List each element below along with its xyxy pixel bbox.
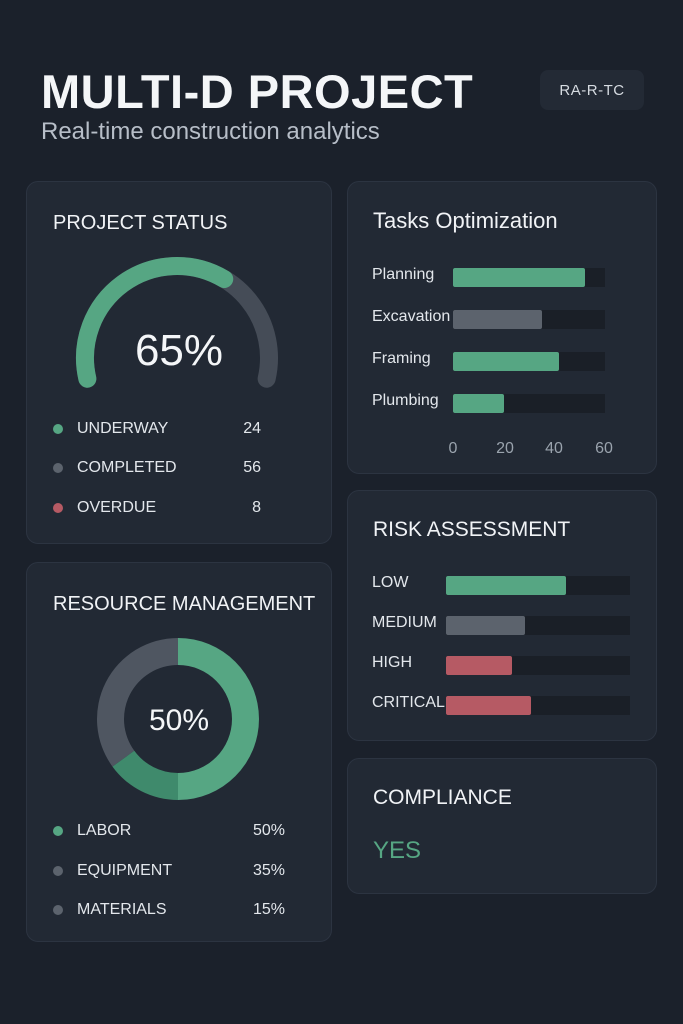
- overdue-label: OVERDUE: [77, 499, 157, 516]
- legend-underway: UNDERWAY: [53, 419, 168, 439]
- equipment-dot: [53, 866, 63, 876]
- materials-label: MATERIALS: [77, 901, 167, 918]
- risk-bar: [446, 696, 531, 715]
- tasks-tick-0: 0: [448, 440, 458, 457]
- tasks-bar-label: Plumbing: [372, 392, 439, 409]
- legend-equipment: EQUIPMENT: [53, 861, 172, 881]
- materials-dot: [53, 905, 63, 915]
- risk-bar-label: HIGH: [372, 654, 412, 671]
- page-subtitle: Real-time construction analytics: [41, 118, 380, 145]
- tasks-bar: [453, 352, 560, 371]
- gauge-fill: [76, 257, 234, 388]
- donut-center-label: 50%: [149, 704, 209, 737]
- project-status-gauge: 65%: [76, 257, 278, 388]
- legend-materials: MATERIALS: [53, 900, 167, 920]
- compliance-title: COMPLIANCE: [373, 786, 512, 809]
- risk-assessment-title: RISK ASSESSMENT: [373, 518, 571, 541]
- risk-bar: [446, 576, 566, 595]
- tasks-bar: [453, 394, 504, 413]
- resource-management-card: RESOURCE MANAGEMENT 50% LABOR 50% EQUIPM…: [26, 562, 332, 942]
- risk-bar: [446, 616, 526, 635]
- tasks-bar: [453, 310, 542, 329]
- underway-label: UNDERWAY: [77, 420, 169, 437]
- risk-bar-track: [446, 616, 630, 635]
- project-code-badge[interactable]: RA-R-TC: [540, 70, 644, 110]
- resource-management-title: RESOURCE MANAGEMENT: [53, 593, 316, 615]
- resource-donut-chart: 50%: [97, 638, 259, 800]
- donut-segment: [97, 638, 178, 767]
- risk-bar-track: [446, 656, 630, 675]
- donut-segment: [112, 750, 178, 800]
- underway-dot: [53, 424, 63, 434]
- risk-bar: [446, 656, 513, 675]
- tasks-tick-60: 60: [595, 440, 613, 457]
- legend-completed: COMPLETED: [53, 458, 177, 478]
- risk-assessment-card: RISK ASSESSMENT LOW MEDIUM HIGH CRITICAL: [347, 490, 657, 741]
- completed-dot: [53, 463, 63, 473]
- tasks-optimization-card: Tasks Optimization 0 20 40 60 Planning Ex…: [347, 181, 657, 474]
- labor-label: LABOR: [77, 822, 132, 839]
- tasks-bar-track: [453, 310, 605, 329]
- overdue-value: 8: [252, 499, 261, 516]
- risk-bar-label: LOW: [372, 574, 409, 591]
- tasks-optimization-title: Tasks Optimization: [373, 208, 558, 233]
- legend-overdue: OVERDUE: [53, 498, 156, 518]
- tasks-bar-track: [453, 268, 605, 287]
- labor-value: 50%: [252, 822, 285, 839]
- overdue-dot: [53, 503, 63, 513]
- project-status-card: PROJECT STATUS 65% UNDERWAY 24 COMPLETED…: [26, 181, 332, 544]
- equipment-label: EQUIPMENT: [77, 862, 173, 879]
- materials-value: 15%: [252, 901, 285, 918]
- gauge-percent-label: 65%: [135, 326, 223, 375]
- labor-dot: [53, 826, 63, 836]
- tasks-bar-label: Framing: [372, 350, 431, 367]
- risk-bar-track: [446, 576, 630, 595]
- page-title: MULTI-D PROJECT: [41, 65, 474, 118]
- compliance-card: COMPLIANCE YES: [347, 758, 657, 894]
- risk-bar-label: MEDIUM: [372, 614, 437, 631]
- tasks-bar-track: [453, 394, 605, 413]
- legend-labor: LABOR: [53, 821, 131, 841]
- completed-label: COMPLETED: [77, 459, 177, 476]
- completed-value: 56: [243, 459, 261, 476]
- underway-value: 24: [243, 420, 261, 437]
- risk-bar-track: [446, 696, 630, 715]
- tasks-bar: [453, 268, 585, 287]
- tasks-bar-label: Planning: [372, 266, 435, 283]
- equipment-value: 35%: [252, 862, 285, 879]
- donut-segment: [178, 638, 259, 800]
- tasks-tick-20: 20: [496, 440, 514, 457]
- tasks-bar-label: Excavation: [372, 308, 451, 325]
- tasks-bar-track: [453, 352, 605, 371]
- project-status-title: PROJECT STATUS: [53, 212, 228, 234]
- risk-bar-label: CRITICAL: [372, 694, 445, 711]
- tasks-tick-40: 40: [545, 440, 563, 457]
- compliance-value: YES: [373, 837, 422, 864]
